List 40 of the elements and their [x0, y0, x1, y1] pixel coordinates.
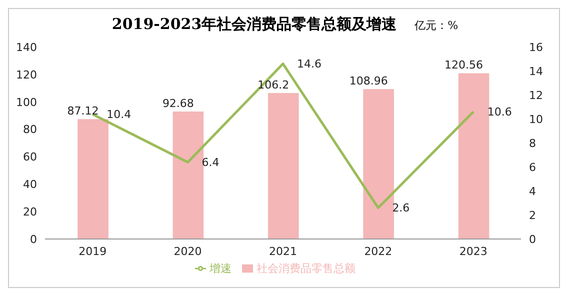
y2-tick-label: 4 [529, 184, 536, 198]
y-tick-label: 120 [16, 68, 37, 82]
y-tick-label: 80 [23, 123, 37, 136]
y-tick-label: 0 [30, 232, 37, 246]
y-tick-label: 100 [16, 96, 37, 109]
y2-tick-label: 0 [529, 232, 536, 246]
text: 亿元：% [414, 19, 458, 32]
data-label: 10.6 [487, 106, 512, 119]
data-label: 108.96 [349, 74, 388, 88]
bar [78, 119, 108, 239]
data-label: 14.6 [297, 58, 322, 71]
x-tick-label: 2022 [364, 244, 392, 258]
data-label: 2.6 [392, 202, 410, 215]
data-label: 6.4 [202, 156, 220, 170]
y2-tick-label: 14 [529, 64, 543, 78]
bar [172, 111, 204, 239]
data-label: 10.4 [106, 108, 132, 122]
y2-tick-label: 10 [529, 112, 543, 126]
y-tick-label: 140 [16, 40, 37, 54]
bar [268, 92, 299, 239]
bar [363, 89, 394, 239]
y-tick-label: 40 [23, 178, 37, 192]
legend-label: 增速 [210, 262, 232, 275]
bar [458, 73, 490, 239]
data-label: 120.56 [444, 58, 484, 72]
x-tick-label: 2021 [269, 244, 297, 258]
data-label: 92.68 [162, 96, 194, 110]
y2-tick-label: 8 [529, 136, 536, 150]
chart-title: 2019-2023年社会消费品零售总额及增速 [112, 15, 397, 33]
y-tick-label: 60 [23, 150, 37, 164]
x-tick-label: 2020 [174, 244, 202, 258]
data-label: 87.12 [67, 104, 99, 118]
y2-tick-label: 16 [529, 40, 543, 54]
legend-label: 社会消费品零售总额 [256, 262, 356, 275]
x-tick-label: 2023 [459, 244, 488, 258]
y2-tick-label: 12 [529, 88, 543, 102]
y-tick-label: 20 [23, 205, 37, 218]
y2-tick-label: 6 [529, 160, 536, 174]
y2-tick-label: 2 [529, 208, 536, 222]
x-tick-label: 2019 [78, 244, 107, 258]
